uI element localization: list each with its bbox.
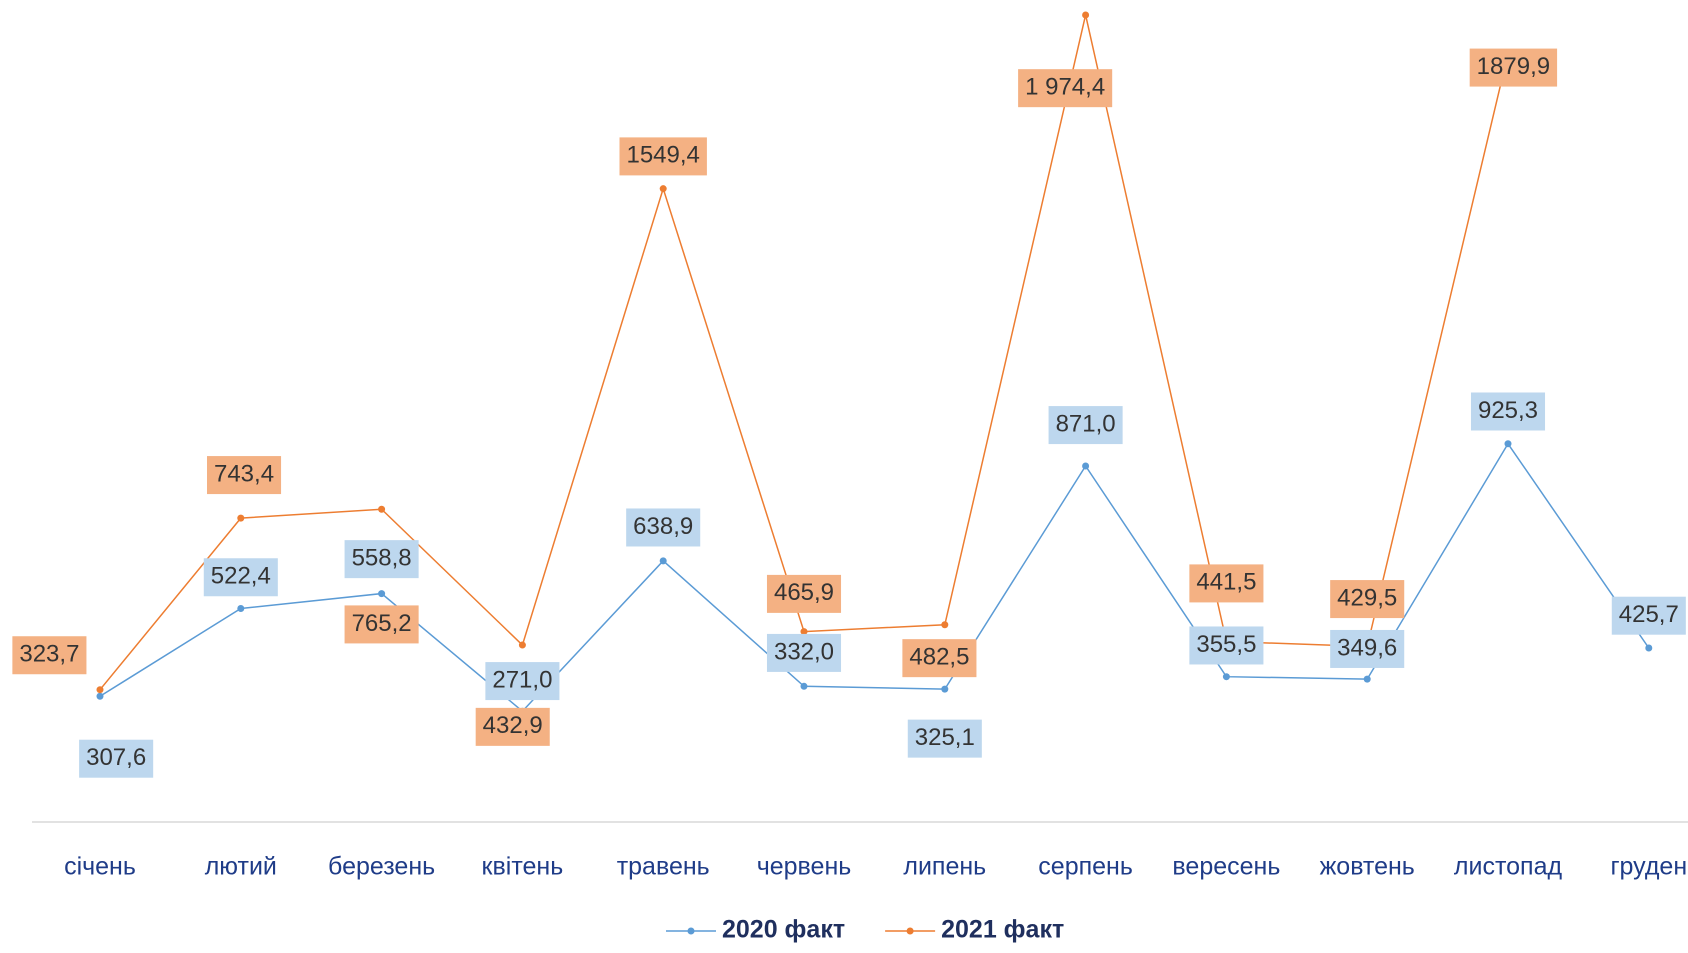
point [660, 185, 667, 192]
point [1082, 462, 1089, 469]
point [97, 686, 104, 693]
point [801, 683, 808, 690]
legend-label: 2021 факт [941, 916, 1064, 944]
value-label: 355,5 [1196, 631, 1256, 658]
chart: січень лютий березень квітень травень червень… [0, 0, 1688, 953]
point [378, 506, 385, 513]
point [237, 605, 244, 612]
legend-marker [688, 928, 695, 935]
point [1364, 676, 1371, 683]
point [378, 590, 385, 597]
point [519, 642, 526, 649]
value-label: 441,5 [1196, 569, 1256, 596]
value-label: 332,0 [774, 638, 834, 665]
value-label: 465,9 [774, 579, 834, 606]
x-tick-label: жовтень [1320, 853, 1415, 881]
point [660, 557, 667, 564]
value-label: 743,4 [214, 460, 274, 487]
point [237, 515, 244, 522]
x-tick-label: груден [1610, 853, 1687, 881]
value-label: 325,1 [915, 724, 975, 751]
value-label: 522,4 [211, 563, 271, 590]
x-tick-label: березень [328, 853, 435, 881]
point [1082, 11, 1089, 18]
point [941, 686, 948, 693]
value-label: 482,5 [909, 643, 969, 670]
x-tick-label: липень [903, 853, 986, 881]
value-label: 1879,9 [1477, 53, 1550, 80]
x-tick-label: червень [757, 853, 852, 881]
value-label: 429,5 [1337, 584, 1397, 611]
value-label: 1 974,4 [1025, 74, 1105, 101]
point [1645, 644, 1652, 651]
value-label: 349,6 [1337, 634, 1397, 661]
x-tick-label: січень [64, 853, 136, 881]
value-label: 765,2 [352, 610, 412, 637]
point [941, 621, 948, 628]
value-label: 871,0 [1056, 410, 1116, 437]
legend-label: 2020 факт [722, 916, 845, 944]
point [97, 693, 104, 700]
x-tick-label: травень [617, 853, 710, 881]
value-label: 425,7 [1619, 601, 1679, 628]
x-tick-label: серпень [1038, 853, 1133, 881]
value-label: 323,7 [19, 641, 79, 668]
value-label: 432,9 [483, 712, 543, 739]
value-label: 307,6 [86, 744, 146, 771]
value-label: 1549,4 [626, 142, 699, 169]
page: {"chart_data": {"type": "line", "categor… [0, 0, 1688, 953]
legend-marker [907, 928, 914, 935]
value-label: 271,0 [492, 666, 552, 693]
value-label: 638,9 [633, 513, 693, 540]
x-tick-label: листопад [1454, 853, 1563, 881]
x-tick-label: квітень [482, 853, 564, 881]
series-line [100, 444, 1649, 711]
value-label: 925,3 [1478, 397, 1538, 424]
point [1505, 440, 1512, 447]
x-tick-label: лютий [205, 853, 277, 881]
x-tick-label: вересень [1172, 853, 1280, 881]
point [1223, 673, 1230, 680]
value-label: 558,8 [352, 544, 412, 571]
